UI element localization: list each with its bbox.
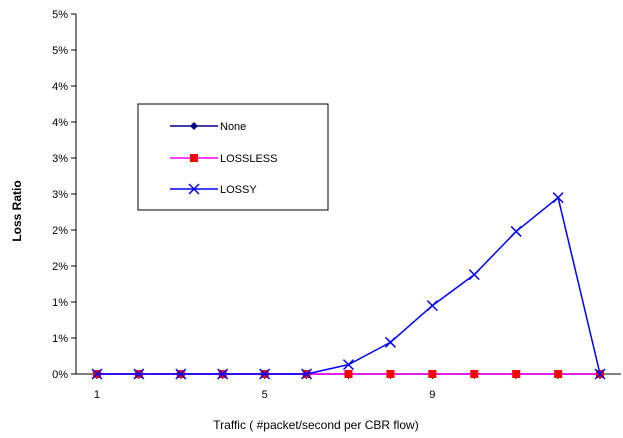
series-line xyxy=(96,196,601,375)
y-tick-label: 3% xyxy=(52,153,68,165)
y-tick-label: 4% xyxy=(52,81,68,93)
data-point xyxy=(428,370,437,378)
legend-marker xyxy=(188,183,200,195)
data-point xyxy=(594,368,606,380)
data-point xyxy=(510,225,522,237)
legend-box xyxy=(137,103,329,211)
data-point xyxy=(468,269,480,281)
y-tick-label: 0% xyxy=(52,369,68,381)
data-point xyxy=(91,368,103,380)
data-point xyxy=(512,370,521,378)
data-point xyxy=(384,336,396,348)
y-axis-ticks: 0% 1% 1% 2% 2% 3% 3% 4% 4% 5% 5% xyxy=(52,9,76,381)
x-tick-label: 5 xyxy=(262,389,268,401)
data-point xyxy=(301,368,313,380)
legend-item: LOSSY xyxy=(170,183,257,196)
legend-label: LOSSLESS xyxy=(220,153,277,165)
data-point xyxy=(133,368,145,380)
y-tick-label: 1% xyxy=(52,297,68,309)
series-layer xyxy=(91,192,606,380)
x-axis-ticks: 1 5 9 xyxy=(94,374,601,401)
data-point xyxy=(552,192,564,204)
data-point xyxy=(259,368,271,380)
data-point xyxy=(342,359,355,371)
legend: None LOSSLESS LOSSY xyxy=(137,103,329,211)
y-tick-label: 3% xyxy=(52,189,68,201)
data-point xyxy=(386,370,395,378)
y-axis-title: Loss Ratio xyxy=(10,180,24,241)
legend-item: None xyxy=(170,121,246,133)
data-point xyxy=(217,368,229,380)
series-lossy xyxy=(91,192,606,380)
x-tick-label: 9 xyxy=(429,389,435,401)
y-tick-label: 1% xyxy=(52,333,68,345)
data-point xyxy=(470,370,479,378)
legend-marker xyxy=(190,154,198,162)
data-point xyxy=(175,368,187,380)
x-axis-title: Traffic ( #packet/second per CBR flow) xyxy=(213,418,418,432)
legend-item: LOSSLESS xyxy=(170,153,277,165)
y-tick-label: 2% xyxy=(52,261,68,273)
y-tick-label: 2% xyxy=(52,225,68,237)
legend-marker xyxy=(190,122,198,130)
legend-label: None xyxy=(220,121,246,133)
y-tick-label: 5% xyxy=(52,9,68,21)
data-point xyxy=(426,300,438,312)
data-point xyxy=(554,370,563,378)
x-tick-label: 1 xyxy=(94,389,100,401)
legend-label: LOSSY xyxy=(220,184,257,196)
y-tick-label: 5% xyxy=(52,45,68,57)
y-tick-label: 4% xyxy=(52,117,68,129)
data-point xyxy=(344,370,353,378)
